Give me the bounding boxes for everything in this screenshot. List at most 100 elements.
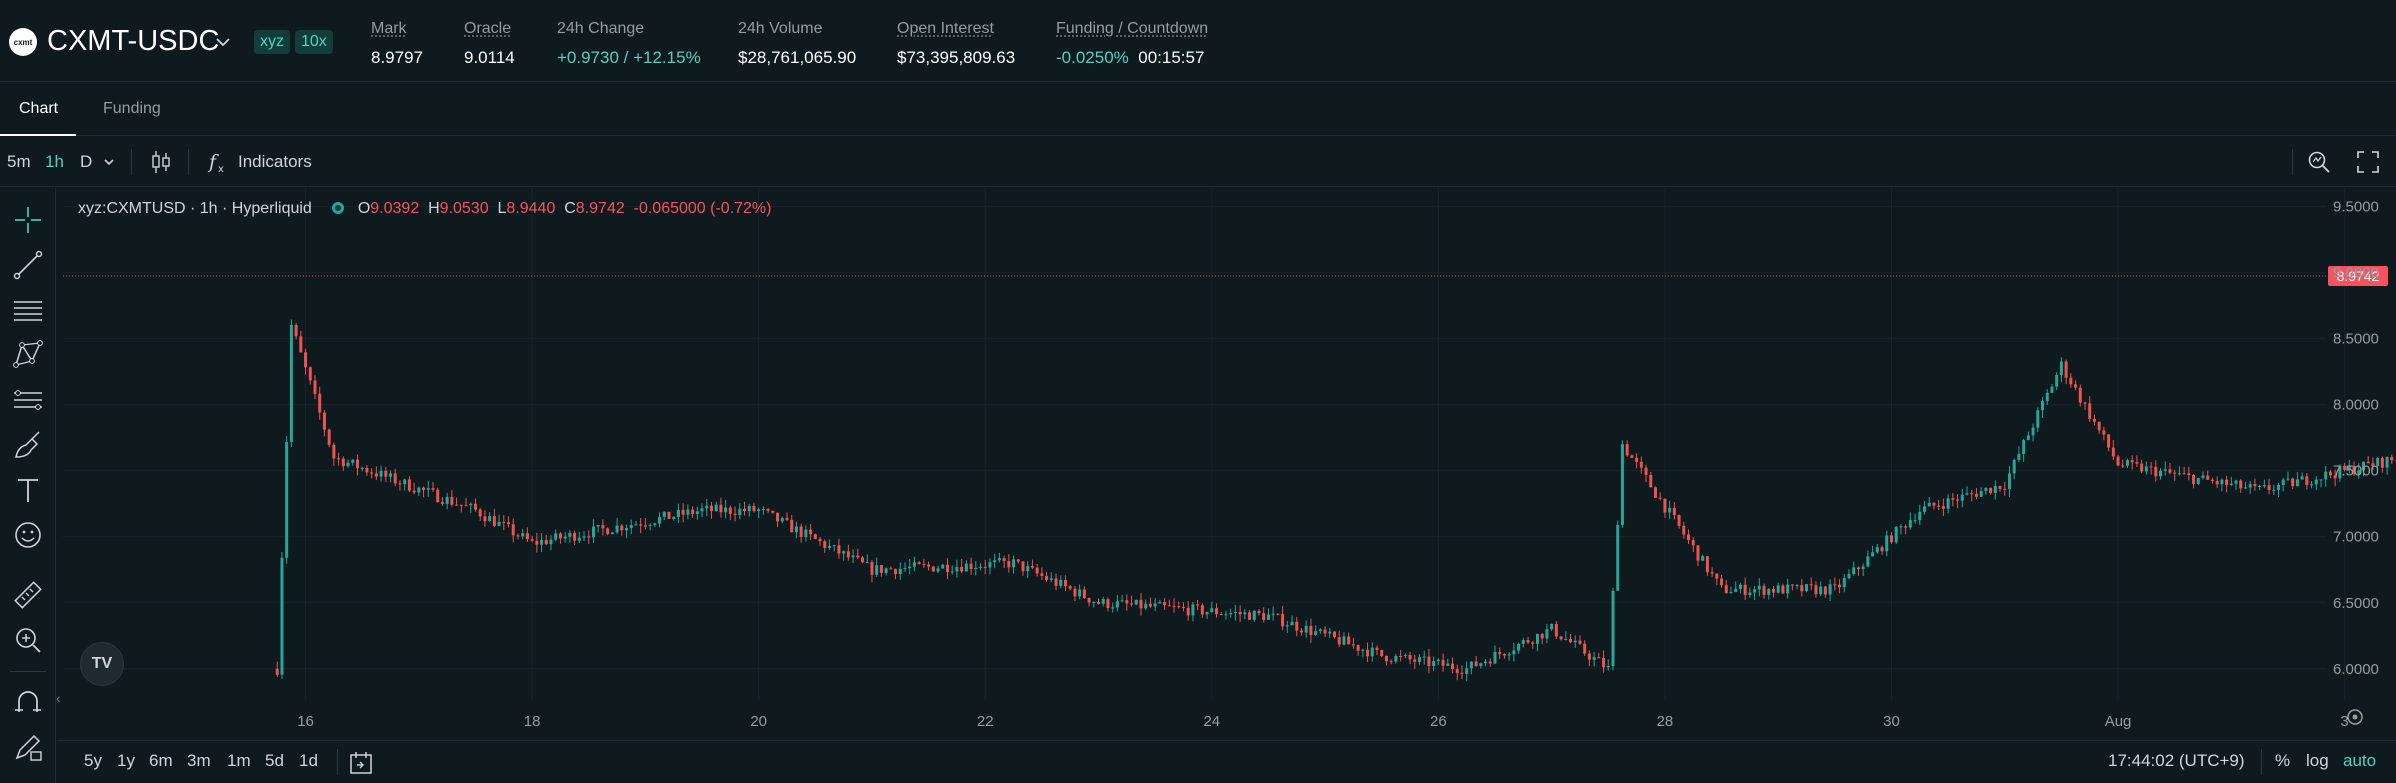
candle-body [2225, 479, 2229, 485]
candle-body [1460, 672, 1464, 674]
candle-body [2022, 440, 2026, 455]
chart-clock[interactable]: 17:44:02 (UTC+9) [2108, 751, 2245, 770]
svg-text:f: f [207, 151, 219, 173]
indicators-button[interactable]: Indicators [238, 152, 312, 171]
candle-body [2173, 472, 2177, 474]
pattern-tool-icon[interactable] [12, 339, 44, 371]
chevron-down-icon[interactable] [213, 32, 233, 52]
tab-chart[interactable]: Chart [19, 100, 59, 117]
candle-body [714, 504, 718, 512]
candle-body [573, 532, 577, 541]
candle-body [648, 524, 652, 526]
legend-o-label: O [357, 200, 371, 217]
candle-body [1403, 654, 1407, 656]
candle-style-icon[interactable] [150, 149, 172, 175]
candle-body [875, 565, 879, 575]
candle-body [2210, 479, 2214, 482]
candle-body [1861, 566, 1865, 570]
candle-body [563, 536, 567, 539]
fullscreen-icon[interactable] [2356, 150, 2380, 174]
text-tool-icon[interactable] [12, 474, 44, 506]
candle-body [2281, 479, 2285, 485]
pair-selector[interactable]: CXMT-USDC [47, 25, 220, 57]
brush-icon[interactable] [12, 429, 44, 461]
lock-drawing-icon[interactable] [12, 731, 44, 763]
candle-body [1295, 621, 1299, 631]
crosshair-icon[interactable] [12, 204, 44, 236]
percent-scale-toggle[interactable]: % [2275, 751, 2291, 770]
candle-body [1073, 588, 1077, 597]
trend-line-icon[interactable] [12, 249, 44, 281]
ruler-icon[interactable] [12, 579, 44, 611]
leverage-badge[interactable]: 10x [295, 30, 333, 54]
candle-body [516, 535, 520, 537]
price-chart[interactable]: 8.9742 9.5000 9.0000 8.5000 8.0000 7.5000 7.0… [57, 188, 2396, 740]
candle-body [1819, 586, 1823, 595]
candle-body [2045, 392, 2049, 402]
function-icon[interactable]: f x [206, 150, 230, 174]
candle-body [1602, 658, 1606, 668]
axis-settings-icon[interactable] [2347, 709, 2363, 725]
candle-body [1068, 586, 1072, 589]
candle-body [1743, 584, 1747, 596]
tradingview-logo[interactable]: TV [80, 642, 124, 686]
candle-body [554, 533, 558, 540]
candle-body [530, 539, 534, 541]
stat-value: +0.9730 / +12.15% [557, 48, 701, 67]
range-5d[interactable]: 5d [265, 751, 284, 770]
timeframe-1h[interactable]: 1h [45, 152, 64, 171]
candle-body [2310, 484, 2314, 486]
candle-body [2262, 485, 2266, 487]
candle-body [889, 568, 893, 570]
candle-body [1611, 590, 1615, 666]
candle-body [370, 472, 374, 474]
candle-body [1597, 657, 1601, 659]
candle-body [540, 539, 544, 545]
legend-symbol[interactable]: xyz:CXMTUSD · 1h · Hyperliquid [78, 200, 312, 217]
candle-body [1507, 654, 1511, 656]
candle-body [1002, 558, 1006, 562]
candle-body [1526, 639, 1530, 643]
candle-body [327, 429, 331, 445]
auto-scale-toggle[interactable]: auto [2343, 751, 2377, 770]
candle-body [1087, 597, 1091, 603]
emoji-icon[interactable] [12, 519, 44, 551]
candle-body [1210, 608, 1214, 613]
candle-body [1007, 561, 1011, 568]
candle-body [587, 536, 591, 538]
range-1d[interactable]: 1d [299, 751, 318, 770]
log-scale-toggle[interactable]: log [2306, 751, 2329, 770]
range-1m[interactable]: 1m [227, 751, 251, 770]
collapse-toolbar-icon[interactable]: ‹ [56, 690, 61, 706]
candle-body [1927, 502, 1931, 507]
range-6m[interactable]: 6m [149, 751, 173, 770]
range-3m[interactable]: 3m [187, 751, 211, 770]
zoom-search-icon[interactable] [2306, 149, 2332, 175]
timeframe-5m[interactable]: 5m [7, 152, 31, 171]
timeframe-d[interactable]: D [80, 152, 93, 171]
candle-body [2083, 402, 2087, 404]
chevron-down-icon[interactable] [103, 156, 115, 168]
range-5y[interactable]: 5y [84, 751, 102, 770]
candle-body [1394, 655, 1398, 662]
candle-body [525, 533, 529, 540]
zoom-in-icon[interactable] [12, 624, 44, 656]
candle-body [945, 564, 949, 573]
candle-body [2324, 471, 2328, 480]
candle-body [417, 487, 421, 493]
candle-body [2031, 427, 2035, 436]
candle-body [1771, 589, 1775, 593]
go-to-date-icon[interactable] [349, 751, 373, 775]
range-1y[interactable]: 1y [117, 751, 135, 770]
candle-body [1233, 611, 1237, 613]
candle-body [1564, 638, 1568, 640]
price-axis[interactable]: 9.5000 9.0000 8.5000 8.0000 7.5000 7.0000 6.50… [2333, 199, 2379, 678]
magnet-icon[interactable] [12, 686, 44, 718]
candle-body [1639, 461, 1643, 468]
horizontal-lines-icon[interactable] [12, 294, 44, 326]
candle-body [1163, 602, 1167, 606]
time-axis[interactable]: 1618202224262830Aug3579111315171921 [297, 713, 2396, 730]
tab-funding[interactable]: Funding [103, 100, 161, 117]
measure-range-icon[interactable] [12, 384, 44, 416]
candle-body [1941, 506, 1945, 509]
